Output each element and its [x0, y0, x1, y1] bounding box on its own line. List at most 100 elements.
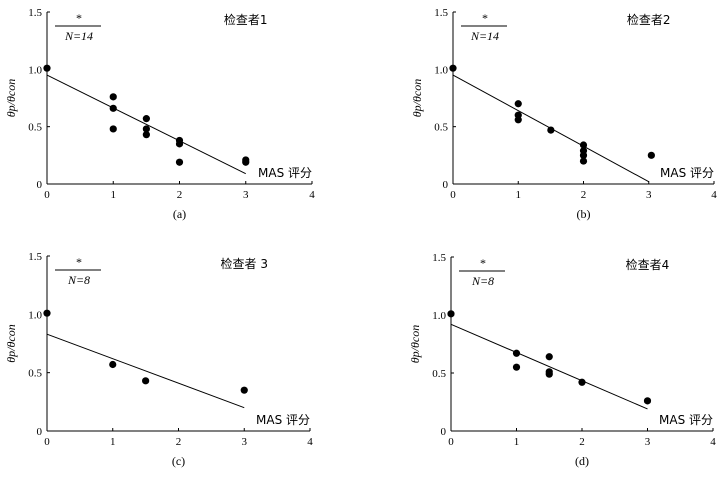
y-axis-label: θp/θcon: [410, 79, 424, 117]
sample-size-label: N=8: [67, 273, 90, 287]
x-tick-label: 0: [450, 189, 456, 201]
y-axis-label-slash: /: [410, 100, 424, 106]
data-point: [512, 363, 521, 371]
x-axis-label: MAS 评分: [256, 413, 310, 427]
x-tick-label: 3: [242, 436, 248, 448]
sample-size-label: N=14: [64, 29, 93, 43]
y-tick-label: 1.0: [28, 309, 42, 321]
y-tick-label: 0: [37, 179, 43, 191]
examiner-label: 检查者1: [224, 12, 268, 27]
y-tick-label: 0.5: [432, 368, 446, 380]
y-axis-label-numerator: θp: [4, 351, 18, 363]
x-tick-label: 2: [176, 436, 182, 448]
x-tick-label: 3: [243, 189, 249, 201]
regression-line: [46, 333, 245, 409]
data-point: [512, 349, 521, 357]
y-tick-label: 1.0: [432, 310, 446, 322]
y-tick-label: 0: [441, 426, 447, 438]
significance-mark: *: [76, 11, 82, 25]
data-point: [514, 100, 522, 108]
x-tick-label: 4: [710, 436, 716, 448]
y-axis-label-slash: /: [4, 346, 18, 352]
data-point: [142, 115, 150, 123]
y-tick-label: 0.5: [434, 122, 448, 134]
x-tick-label: 4: [307, 436, 313, 448]
x-tick-label: 1: [111, 189, 117, 201]
data-point: [109, 104, 117, 112]
examiner-label: 检查者4: [626, 257, 670, 272]
data-point: [578, 378, 586, 386]
panel-caption: (b): [577, 207, 591, 221]
data-point: [240, 386, 248, 394]
regression-line: [46, 74, 246, 175]
data-point: [514, 116, 522, 124]
data-point: [175, 140, 184, 148]
panel-caption: (d): [575, 454, 589, 468]
y-tick-label: 1.5: [434, 7, 448, 19]
y-axis-label-denominator: θcon: [4, 79, 18, 102]
y-axis-label-numerator: θp: [4, 105, 18, 117]
data-point: [242, 158, 250, 166]
y-axis-label-numerator: θp: [408, 351, 422, 363]
data-point: [175, 158, 184, 166]
data-point: [43, 309, 51, 317]
y-axis-label-denominator: θcon: [408, 325, 422, 348]
x-tick-label: 3: [645, 436, 651, 448]
x-tick-label: 0: [44, 436, 50, 448]
y-tick-label: 0.5: [28, 368, 42, 380]
data-point: [449, 64, 457, 72]
examiner-label: 检查者 3: [221, 256, 268, 271]
y-tick-label: 1.5: [28, 7, 42, 19]
y-axis-label-denominator: θcon: [4, 324, 18, 347]
data-point: [142, 125, 150, 133]
y-axis-label-slash: /: [4, 100, 18, 106]
x-tick-label: 2: [581, 189, 587, 201]
chart-panel-2: 0 1 2 3 4 0 0.5 1.0 1.5 * N=14 检查者2 MAS 评分 θp/θcon (b): [410, 7, 717, 221]
y-axis-label: θp/θcon: [408, 325, 422, 363]
x-tick-label: 0: [44, 189, 50, 201]
data-point: [547, 126, 555, 134]
data-point: [447, 310, 455, 318]
y-tick-label: 1.0: [434, 64, 448, 76]
x-tick-label: 1: [110, 436, 116, 448]
data-point: [579, 141, 588, 149]
data-point: [643, 397, 652, 405]
x-tick-label: 1: [514, 436, 520, 448]
chart-panel-4: 0 1 2 3 4 0 0.5 1.0 1.5 * N=8 检查者4 MAS 评分 θp/θcon (d): [408, 252, 716, 468]
data-point: [647, 151, 655, 159]
examiner-label: 检查者2: [627, 12, 671, 27]
y-axis-label-slash: /: [408, 346, 422, 352]
significance-mark: *: [76, 255, 82, 269]
x-axis-label: MAS 评分: [660, 166, 714, 180]
x-tick-label: 3: [646, 189, 652, 201]
chart-panel-1: 0 1 2 3 4 0 0.5 1.0 1.5 * N=14 检查者1 MAS 评分 θp/θcon (a): [4, 7, 315, 221]
x-tick-label: 4: [711, 189, 717, 201]
data-point: [43, 64, 51, 72]
panel-caption: (a): [173, 207, 186, 221]
sample-size-label: N=14: [470, 29, 499, 43]
panel-caption: (c): [172, 454, 185, 468]
x-tick-label: 2: [579, 436, 585, 448]
chart-panel-3: 0 1 2 3 4 0 0.5 1.0 1.5 * N=8 检查者 3 MAS 评分 θp/θcon (c): [4, 251, 313, 468]
data-point: [109, 360, 117, 369]
sample-size-label: N=8: [471, 274, 494, 288]
data-point: [109, 93, 117, 101]
y-tick-label: 1.0: [28, 64, 42, 76]
y-tick-label: 0: [443, 179, 449, 191]
y-axis-label-numerator: θp: [410, 105, 424, 117]
y-tick-label: 1.5: [432, 252, 446, 264]
y-tick-label: 0: [37, 426, 43, 438]
y-tick-label: 0.5: [28, 122, 42, 134]
data-point: [142, 377, 150, 385]
data-point: [545, 370, 553, 378]
significance-mark: *: [482, 11, 488, 25]
data-point: [579, 157, 588, 165]
data-point: [579, 151, 588, 159]
x-axis-label: MAS 评分: [258, 166, 312, 180]
x-tick-label: 2: [177, 189, 183, 201]
y-axis-label-denominator: θcon: [410, 79, 424, 102]
data-point: [142, 131, 150, 139]
y-axis-label: θp/θcon: [4, 79, 18, 117]
